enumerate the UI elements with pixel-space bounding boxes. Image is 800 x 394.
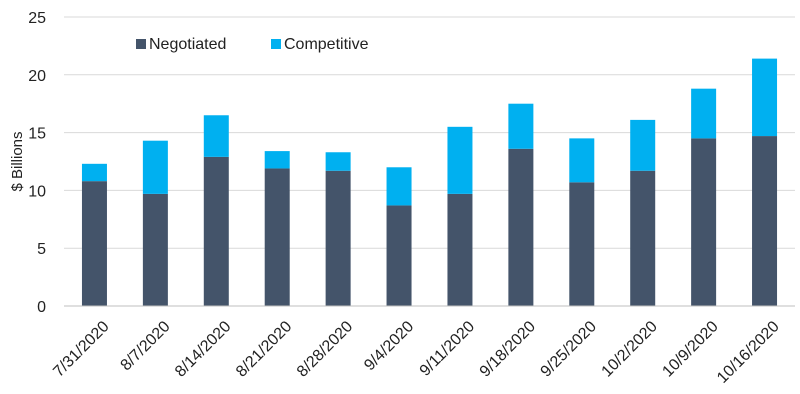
x-tick-label: 9/18/2020: [477, 318, 539, 380]
bar-negotiated-5: [386, 205, 412, 306]
bar-competitive-9: [630, 119, 656, 171]
bar-competitive-4: [325, 152, 351, 171]
bar-negotiated-6: [447, 193, 473, 306]
bar-negotiated-0: [81, 181, 107, 306]
x-tick-label: 10/16/2020: [714, 318, 783, 387]
bar-negotiated-2: [203, 156, 229, 306]
y-tick-label: 10: [28, 183, 46, 200]
legend: Negotiated Competitive: [136, 36, 369, 53]
bar-competitive-5: [386, 167, 412, 206]
legend-swatch-competitive: [271, 39, 281, 49]
bar-competitive-11: [752, 58, 778, 137]
bar-negotiated-4: [325, 170, 351, 306]
bar-competitive-10: [691, 88, 717, 139]
bar-negotiated-9: [630, 170, 656, 306]
bar-negotiated-10: [691, 138, 717, 306]
y-tick-label: 20: [28, 68, 46, 85]
bar-competitive-0: [81, 163, 107, 182]
bars: [81, 58, 778, 306]
legend-label-competitive: Competitive: [284, 36, 369, 53]
bar-negotiated-3: [264, 168, 290, 306]
x-tick-label: 9/11/2020: [417, 318, 479, 380]
bar-competitive-3: [264, 151, 290, 169]
y-tick-label: 25: [28, 10, 46, 27]
y-tick-label: 15: [28, 126, 46, 143]
gridlines: [64, 16, 795, 249]
y-tick-labels: 0 5 10 15 20 25: [28, 10, 46, 316]
x-tick-labels: 7/31/2020 8/7/20208/14/20208/21/20208/28/…: [50, 318, 783, 387]
bar-negotiated-8: [569, 182, 595, 306]
bar-competitive-2: [203, 115, 229, 157]
x-tick-label: 10/2/2020: [599, 318, 661, 380]
y-axis-title: $ Billions: [9, 131, 26, 191]
y-tick-label: 0: [37, 299, 46, 316]
bar-competitive-8: [569, 138, 595, 183]
bar-competitive-6: [447, 126, 473, 194]
y-tick-label: 5: [37, 241, 46, 258]
x-tick-label: 8/21/2020: [233, 318, 295, 380]
x-tick-label: 10/9/2020: [659, 318, 721, 380]
bar-competitive-7: [508, 103, 534, 149]
bar-negotiated-1: [142, 193, 168, 306]
bar-negotiated-11: [752, 136, 778, 306]
x-tick-label: 8/28/2020: [294, 318, 356, 380]
x-tick-label: 8/7/2020: [118, 318, 174, 374]
x-tick-label: 9/25/2020: [538, 318, 600, 380]
legend-swatch-negotiated: [136, 39, 146, 49]
x-tick-label: 9/4/2020: [361, 318, 417, 374]
legend-label-negotiated: Negotiated: [149, 36, 226, 53]
x-tick-label: 7/31/2020: [50, 318, 112, 380]
bar-competitive-1: [142, 140, 168, 194]
bar-negotiated-7: [508, 148, 534, 306]
x-tick-label: 8/14/2020: [172, 318, 234, 380]
